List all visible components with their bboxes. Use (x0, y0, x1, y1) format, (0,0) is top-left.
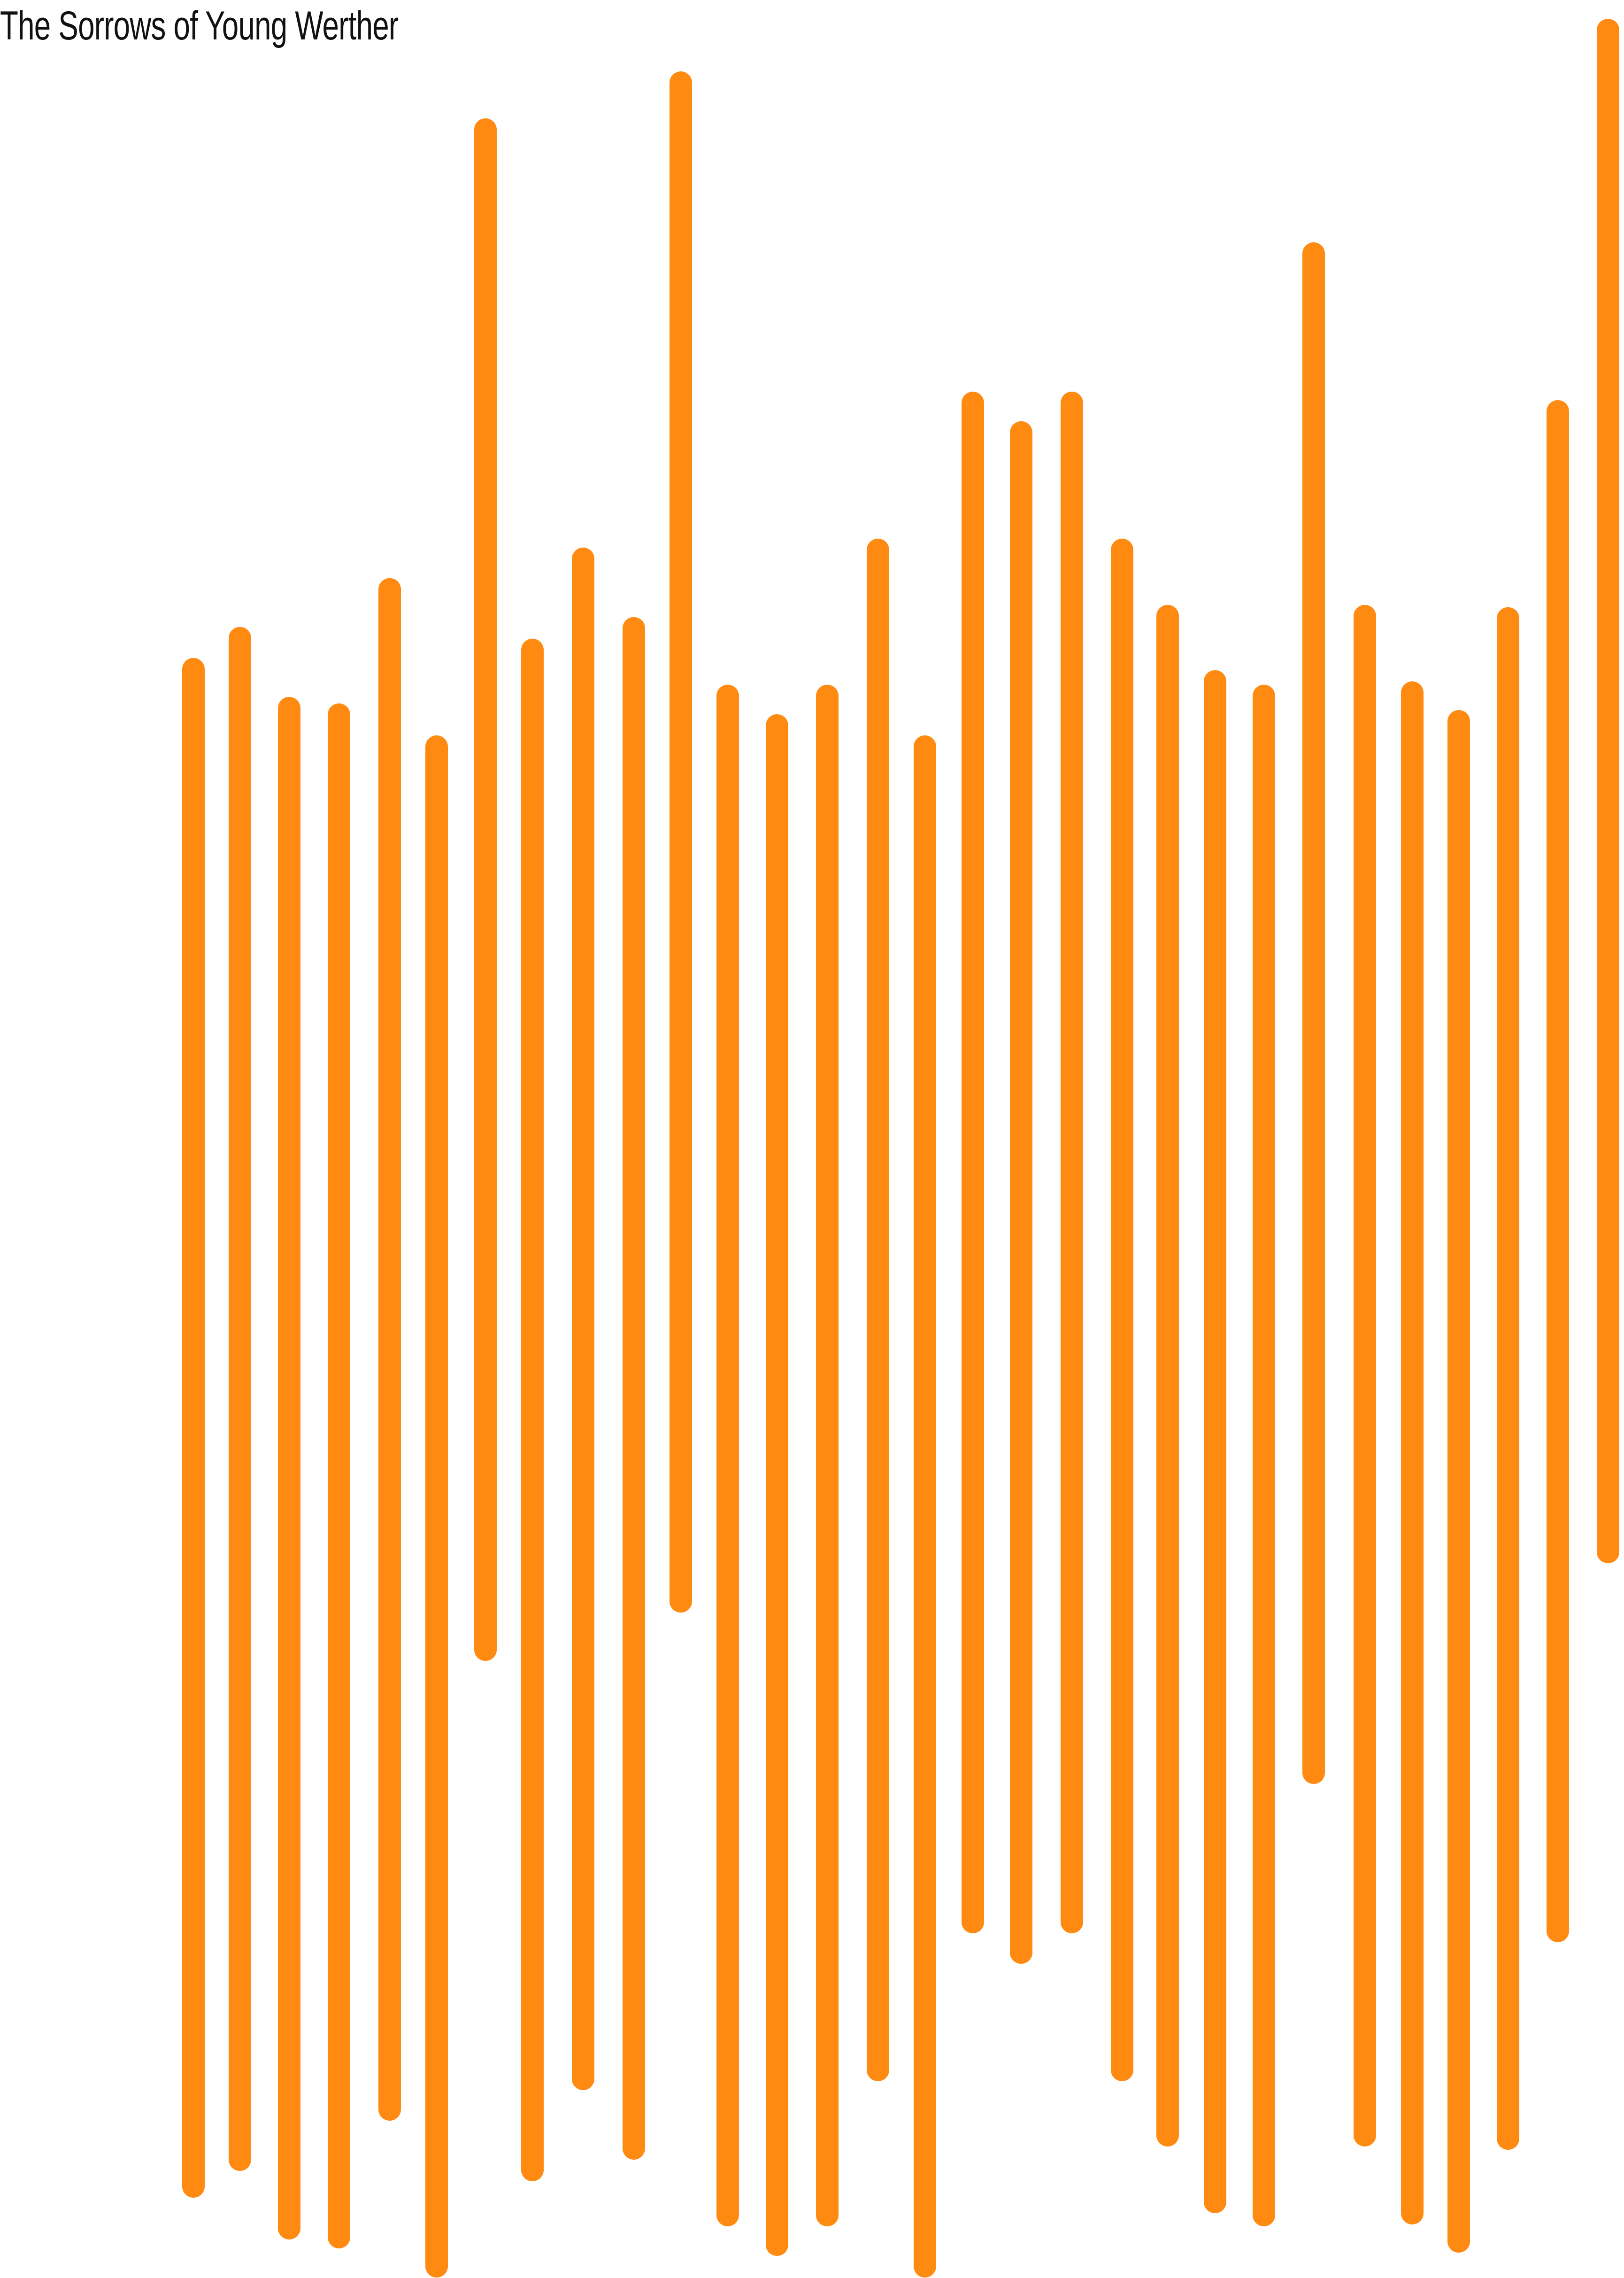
poster-title: The Sorrows of Young Werther (0, 3, 399, 48)
